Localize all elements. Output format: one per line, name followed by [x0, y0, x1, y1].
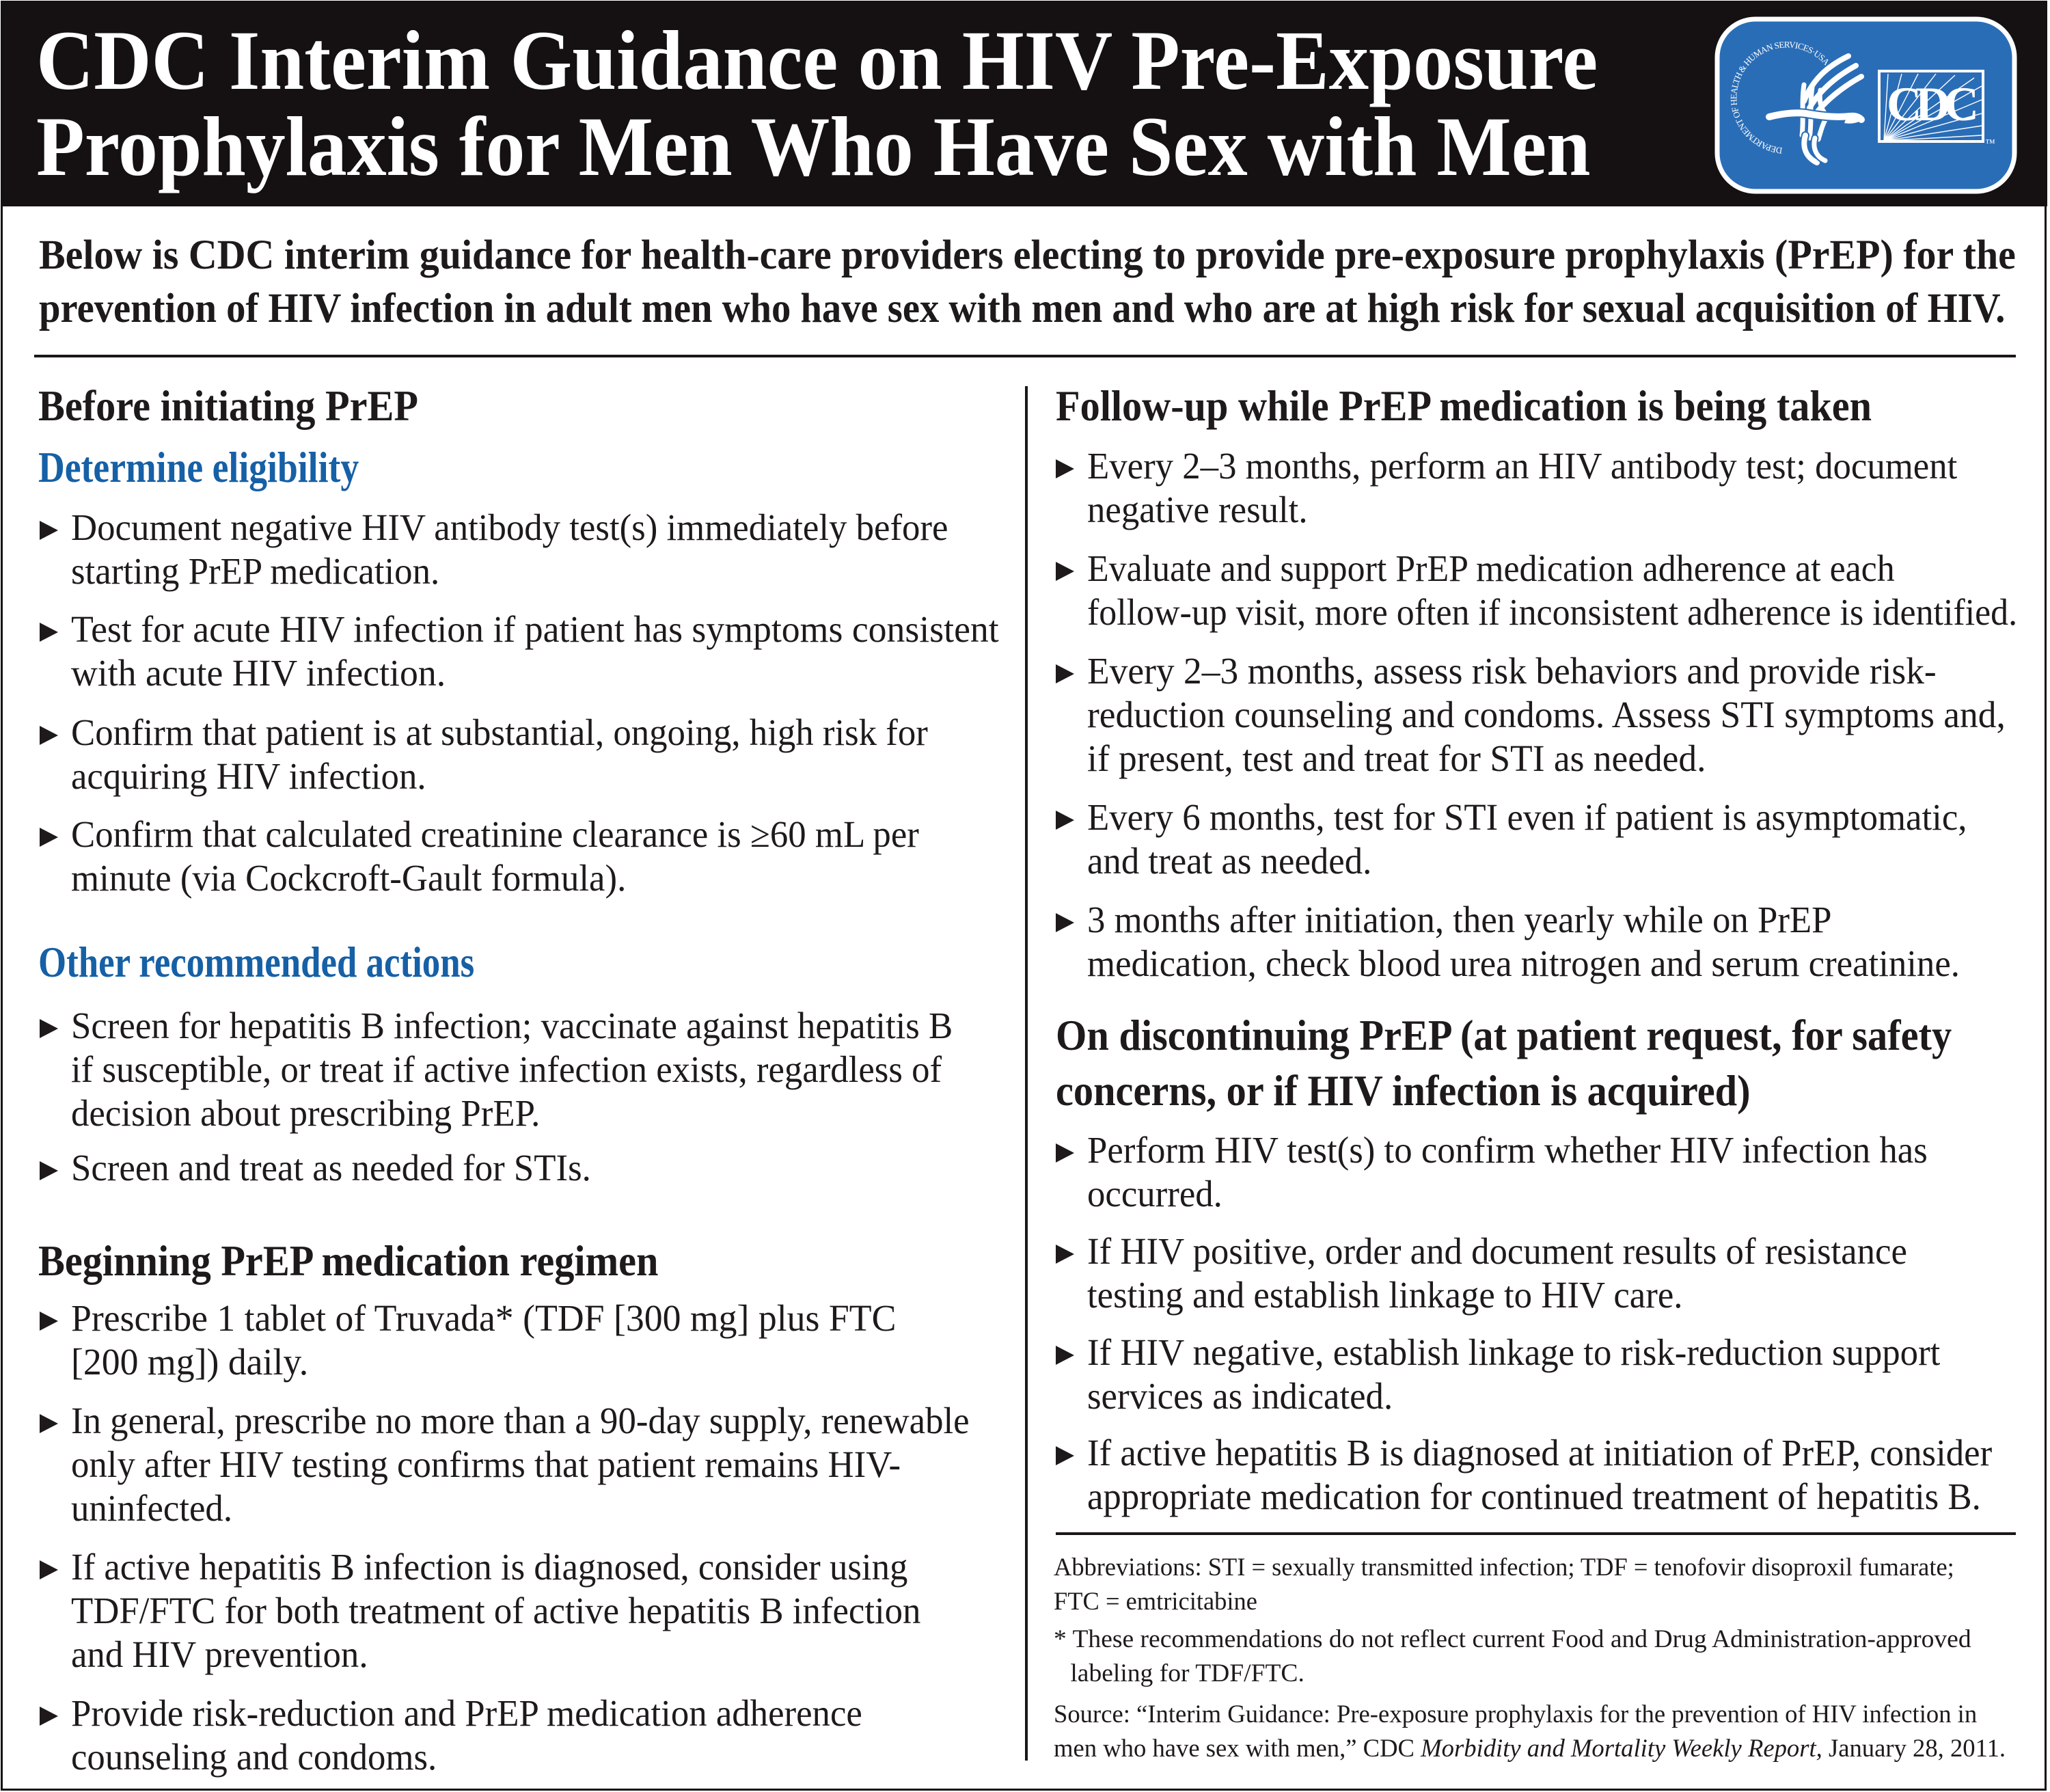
- svg-text:CDC: CDC: [1887, 78, 1980, 131]
- svg-text:™: ™: [1985, 138, 1995, 149]
